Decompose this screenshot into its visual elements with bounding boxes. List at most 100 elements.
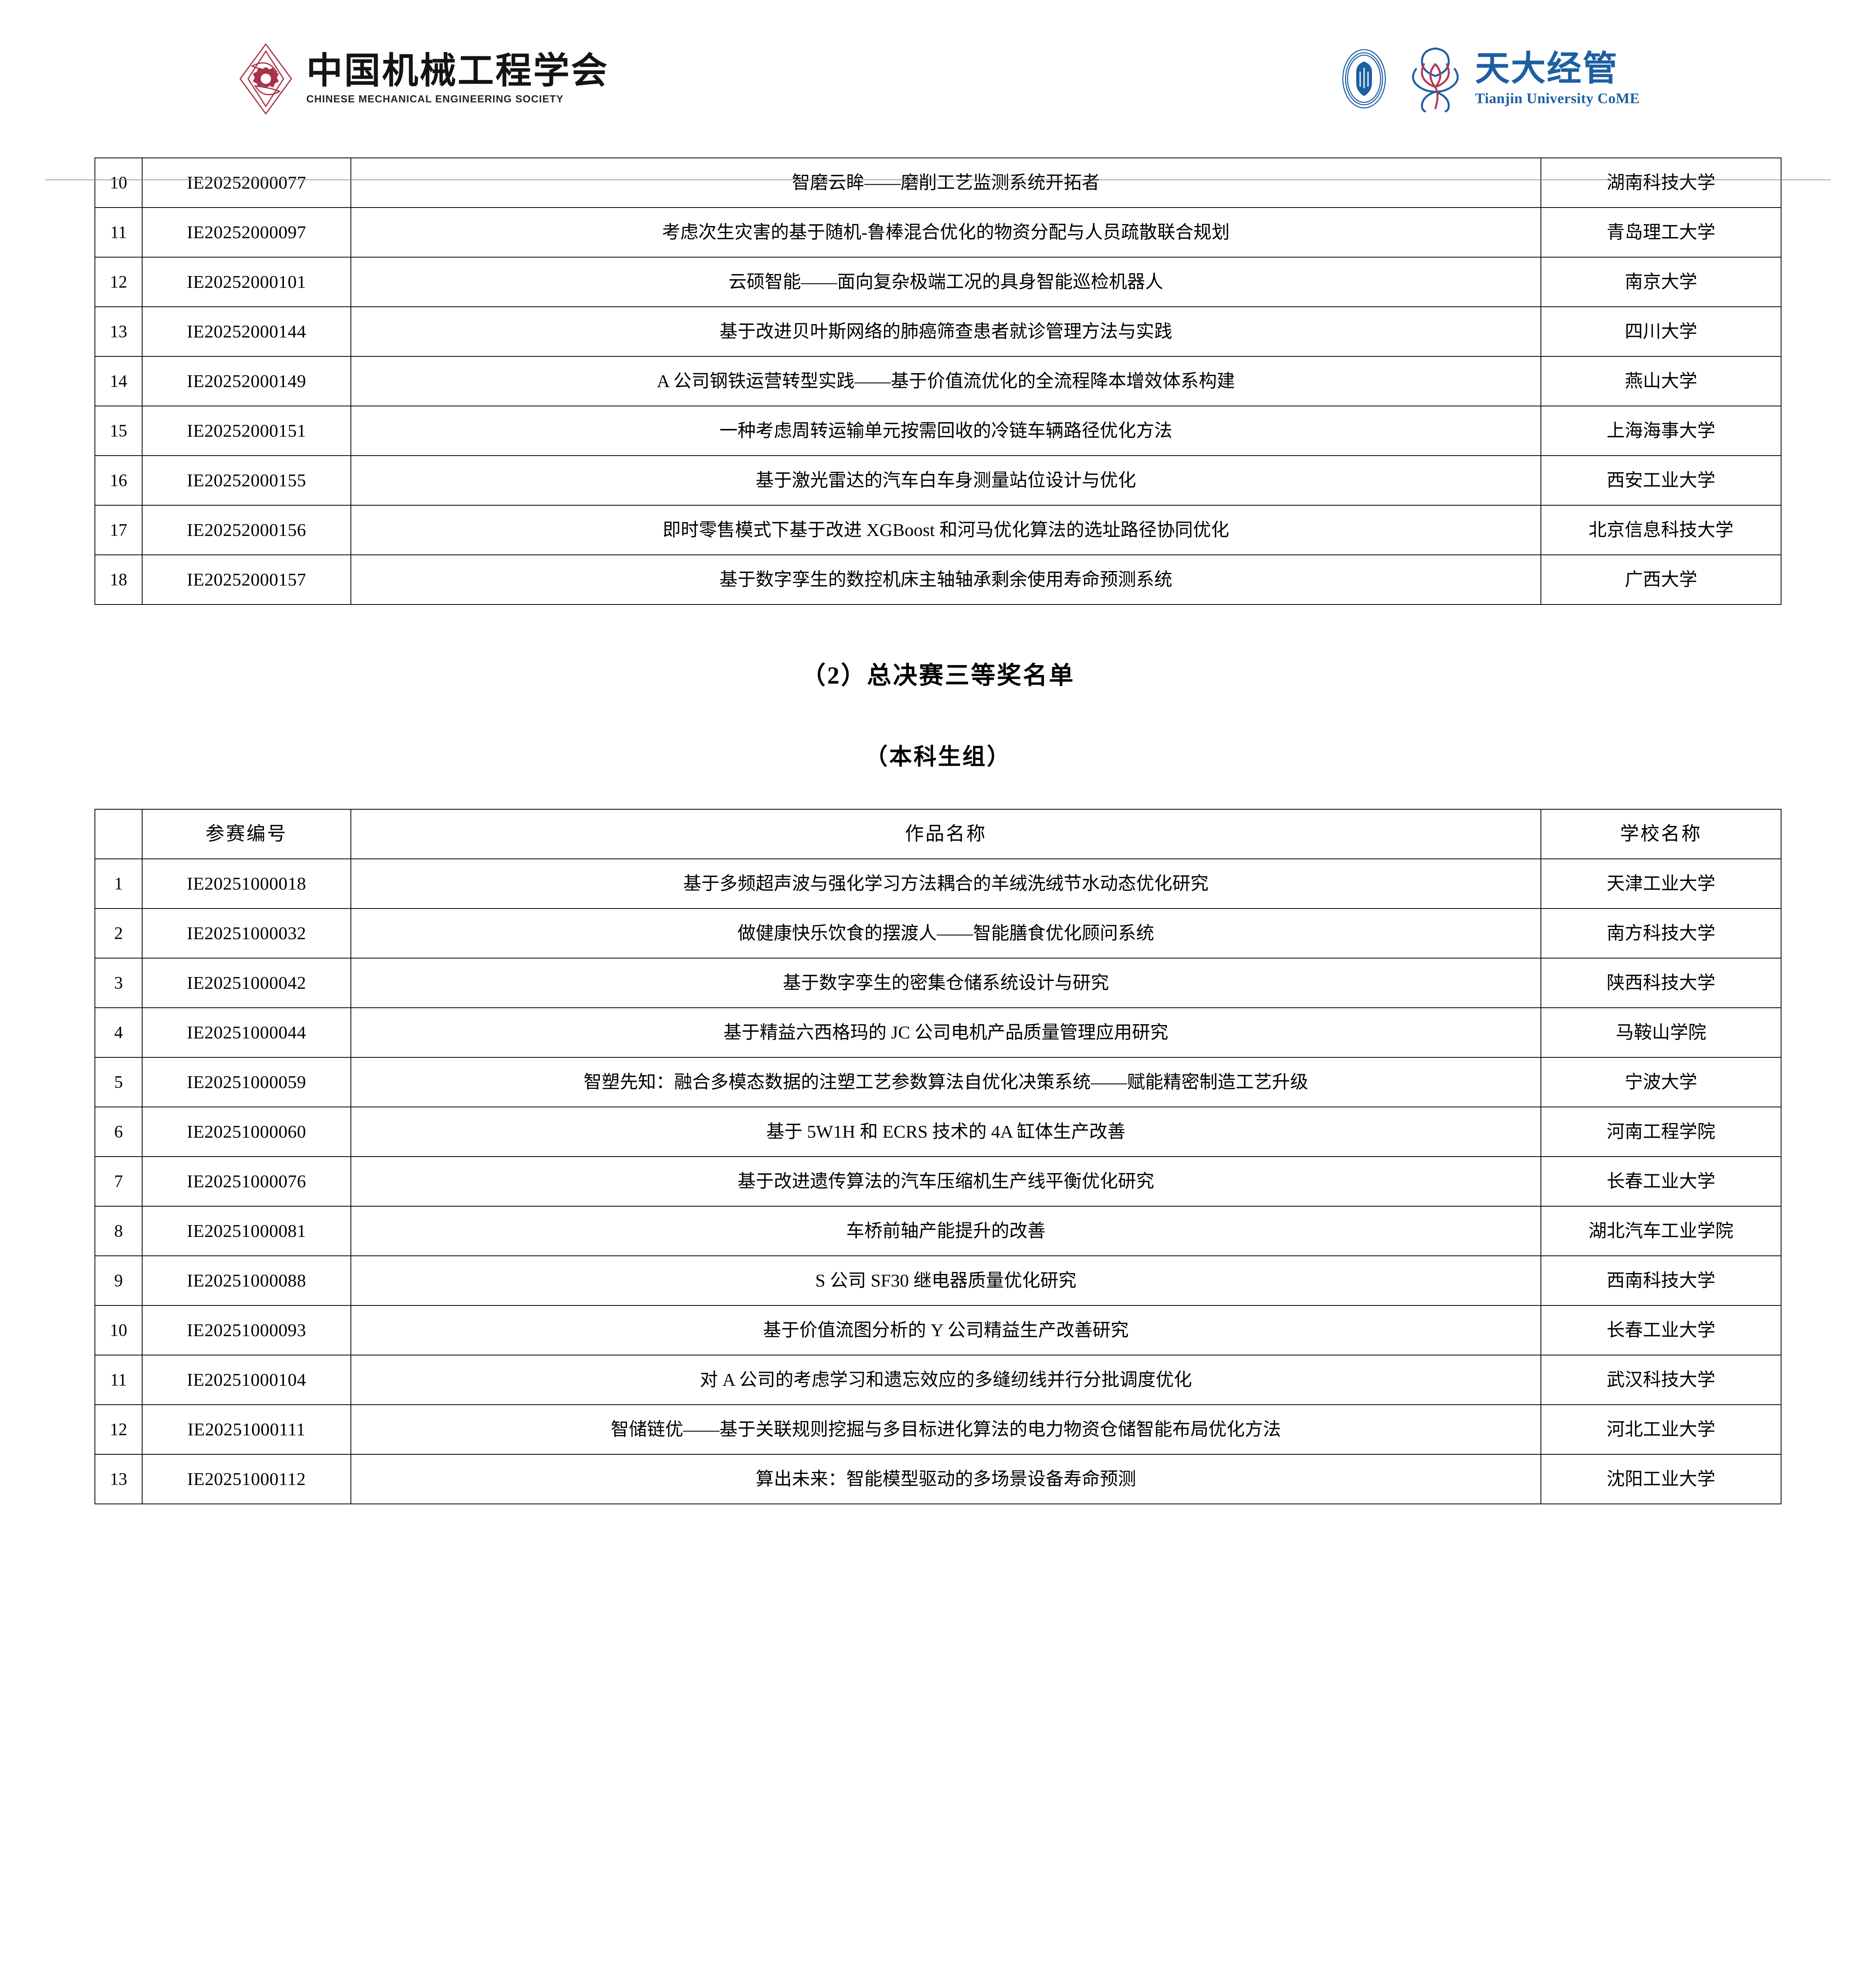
table-row: 13 IE20251000112 算出未来：智能模型驱动的多场景设备寿命预测 沈阳工业…	[95, 1454, 1781, 1504]
table-row: 3 IE20251000042 基于数字孪生的密集仓储系统设计与研究 陕西科技大学	[95, 958, 1781, 1008]
second-prize-continued-table: 10 IE20252000077 智磨云眸——磨削工艺监测系统开拓者 湖南科技大学 11…	[95, 158, 1781, 605]
tianjin-university-english-name: Tianjin University CoME	[1475, 90, 1640, 107]
page-header: 中国机械工程学会 CHINESE MECHANICAL ENGINEERING …	[0, 0, 1876, 158]
school-name-cell: 河北工业大学	[1540, 1404, 1781, 1455]
school-name-cell: 西南科技大学	[1540, 1255, 1781, 1306]
school-name-cell: 青岛理工大学	[1540, 207, 1781, 258]
school-name-cell: 上海海事大学	[1540, 406, 1781, 456]
row-index-cell: 9	[95, 1255, 143, 1306]
row-index-cell: 14	[95, 356, 143, 406]
header-divider	[45, 179, 1831, 180]
table-row: 14 IE20252000149 A 公司钢铁运营转型实践——基于价值流优化的全流程…	[95, 356, 1781, 406]
table-row: 1 IE20251000018 基于多频超声波与强化学习方法耦合的羊绒洗绒节水动态优…	[95, 858, 1781, 909]
school-name-cell: 马鞍山学院	[1540, 1007, 1781, 1058]
work-title-cell: 基于激光雷达的汽车白车身测量站位设计与优化	[350, 455, 1541, 506]
school-name-cell: 天津工业大学	[1540, 858, 1781, 909]
work-title-cell: 基于数字孪生的数控机床主轴轴承剩余使用寿命预测系统	[350, 554, 1541, 605]
row-index-cell: 17	[95, 505, 143, 555]
school-name-cell: 南京大学	[1540, 257, 1781, 307]
entry-code-cell: IE20252000157	[142, 554, 351, 605]
entry-code-cell: IE20251000060	[142, 1107, 351, 1157]
school-name-cell: 燕山大学	[1540, 356, 1781, 406]
table-row: 12 IE20252000101 云硕智能——面向复杂极端工况的具身智能巡检机器人南…	[95, 257, 1781, 307]
entry-code-cell: IE20251000088	[142, 1255, 351, 1306]
entry-code-cell: IE20252000097	[142, 207, 351, 258]
school-name-cell: 宁波大学	[1540, 1057, 1781, 1107]
tianjin-university-chinese-name: 天大经管	[1475, 49, 1618, 88]
table-row: 16 IE20252000155 基于激光雷达的汽车白车身测量站位设计与优化 西安工业…	[95, 455, 1781, 506]
third-prize-undergraduate-table: 参赛编号 作品名称 学校名称 1 IE20251000018 基于多频超声波与强化学习方…	[95, 809, 1781, 1504]
school-name-cell: 长春工业大学	[1540, 1156, 1781, 1207]
work-title-cell: 考虑次生灾害的基于随机-鲁棒混合优化的物资分配与人员疏散联合规划	[350, 207, 1541, 258]
entry-code-cell: IE20251000093	[142, 1305, 351, 1355]
row-index-cell: 2	[95, 908, 143, 959]
work-title-cell: 基于多频超声波与强化学习方法耦合的羊绒洗绒节水动态优化研究	[350, 858, 1541, 909]
work-title-cell: 基于 5W1H 和 ECRS 技术的 4A 缸体生产改善	[350, 1107, 1541, 1157]
bottom-table-header: 参赛编号 作品名称 学校名称	[95, 809, 1781, 859]
tianjin-university-come-knot-icon	[1406, 45, 1465, 113]
row-index-cell: 12	[95, 1404, 143, 1455]
row-index-cell: 7	[95, 1156, 143, 1207]
entry-code-cell: IE20251000112	[142, 1454, 351, 1504]
table-row: 10 IE20252000077 智磨云眸——磨削工艺监测系统开拓者 湖南科技大学	[95, 158, 1781, 208]
row-index-cell: 5	[95, 1057, 143, 1107]
section-subheading: （本科生组）	[864, 744, 1011, 769]
work-title-cell: 云硕智能——面向复杂极端工况的具身智能巡检机器人	[350, 257, 1541, 307]
tianjin-university-come-text: 天大经管 Tianjin University CoME	[1475, 50, 1640, 107]
work-title-cell: 对 A 公司的考虑学习和遗忘效应的多缝纫线并行分批调度优化	[350, 1355, 1541, 1405]
row-index-cell: 13	[95, 306, 143, 357]
entry-code-cell: IE20252000156	[142, 505, 351, 555]
work-title-cell: 车桥前轴产能提升的改善	[350, 1206, 1541, 1256]
school-name-cell: 北京信息科技大学	[1540, 505, 1781, 555]
table-row: 7 IE20251000076 基于改进遗传算法的汽车压缩机生产线平衡优化研究 长春工…	[95, 1156, 1781, 1207]
tianjin-university-seal-icon	[1333, 47, 1396, 110]
work-title-cell: S 公司 SF30 继电器质量优化研究	[350, 1255, 1541, 1306]
tianjin-university-come-logo: 天大经管 Tianjin University CoME	[1333, 45, 1640, 113]
table-row: 15 IE20252000151 一种考虑周转运输单元按需回收的冷链车辆路径优化方法…	[95, 406, 1781, 456]
table-row: 12 IE20251000111 智储链优——基于关联规则挖掘与多目标进化算法的电力…	[95, 1404, 1781, 1455]
row-index-cell: 6	[95, 1107, 143, 1157]
work-title-cell: 智塑先知：融合多模态数据的注塑工艺参数算法自优化决策系统——赋能精密制造工艺升级	[350, 1057, 1541, 1107]
school-name-cell: 沈阳工业大学	[1540, 1454, 1781, 1504]
school-name-cell: 陕西科技大学	[1540, 958, 1781, 1008]
cmes-diamond-gear-logo-icon	[236, 43, 295, 115]
table-row: 9 IE20251000088 S 公司 SF30 继电器质量优化研究 西南科技大学	[95, 1255, 1781, 1306]
work-title-cell: 即时零售模式下基于改进 XGBoost 和河马优化算法的选址路径协同优化	[350, 505, 1541, 555]
row-index-cell: 10	[95, 1305, 143, 1355]
work-title-cell: 智磨云眸——磨削工艺监测系统开拓者	[350, 158, 1541, 208]
table-row: 17 IE20252000156 即时零售模式下基于改进 XGBoost 和河马优化…	[95, 505, 1781, 555]
row-index-cell: 11	[95, 1355, 143, 1405]
school-name-cell: 西安工业大学	[1540, 455, 1781, 506]
top-table-body: 10 IE20252000077 智磨云眸——磨削工艺监测系统开拓者 湖南科技大学 11…	[95, 158, 1781, 605]
table-header-row: 参赛编号 作品名称 学校名称	[95, 809, 1781, 859]
entry-code-cell: IE20252000101	[142, 257, 351, 307]
row-index-cell: 12	[95, 257, 143, 307]
cmes-logo: 中国机械工程学会 CHINESE MECHANICAL ENGINEERING …	[236, 43, 609, 115]
school-name-cell: 长春工业大学	[1540, 1305, 1781, 1355]
entry-code-cell: IE20251000018	[142, 858, 351, 909]
school-name-cell: 南方科技大学	[1540, 908, 1781, 959]
row-index-cell: 13	[95, 1454, 143, 1504]
school-name-cell: 武汉科技大学	[1540, 1355, 1781, 1405]
work-title-cell: 基于改进遗传算法的汽车压缩机生产线平衡优化研究	[350, 1156, 1541, 1207]
top-table-wrapper: 10 IE20252000077 智磨云眸——磨削工艺监测系统开拓者 湖南科技大学 11…	[0, 158, 1876, 605]
table-row: 4 IE20251000044 基于精益六西格玛的 JC 公司电机产品质量管理应用研…	[95, 1007, 1781, 1058]
table-row: 11 IE20251000104 对 A 公司的考虑学习和遗忘效应的多缝纫线并行分批…	[95, 1355, 1781, 1405]
work-title-cell: 基于价值流图分析的 Y 公司精益生产改善研究	[350, 1305, 1541, 1355]
row-index-cell: 15	[95, 406, 143, 456]
entry-code-cell: IE20251000076	[142, 1156, 351, 1207]
row-index-cell: 18	[95, 554, 143, 605]
work-title-cell: 基于数字孪生的密集仓储系统设计与研究	[350, 958, 1541, 1008]
column-header-entry-code: 参赛编号	[142, 809, 351, 859]
table-row: 5 IE20251000059 智塑先知：融合多模态数据的注塑工艺参数算法自优化决策…	[95, 1057, 1781, 1107]
school-name-cell: 湖南科技大学	[1540, 158, 1781, 208]
bottom-table-body: 1 IE20251000018 基于多频超声波与强化学习方法耦合的羊绒洗绒节水动态优…	[95, 858, 1781, 1504]
cmes-english-name: CHINESE MECHANICAL ENGINEERING SOCIETY	[306, 93, 564, 105]
cmes-chinese-name: 中国机械工程学会	[306, 50, 609, 91]
work-title-cell: 做健康快乐饮食的摆渡人——智能膳食优化顾问系统	[350, 908, 1541, 959]
entry-code-cell: IE20252000151	[142, 406, 351, 456]
table-row: 8 IE20251000081 车桥前轴产能提升的改善 湖北汽车工业学院	[95, 1206, 1781, 1256]
column-header-work-title: 作品名称	[350, 809, 1541, 859]
entry-code-cell: IE20251000081	[142, 1206, 351, 1256]
